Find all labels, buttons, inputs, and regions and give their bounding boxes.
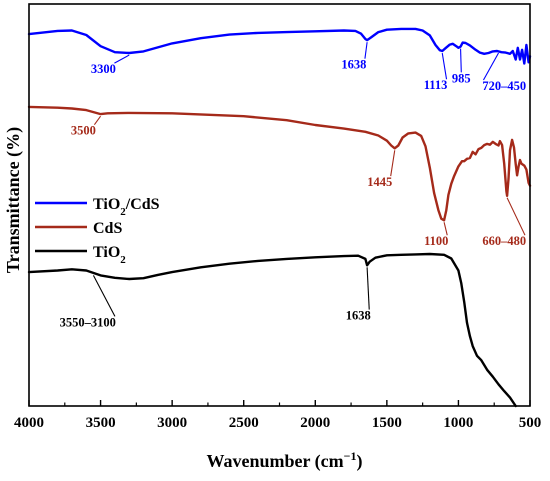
annotation-label-3: 985: [452, 71, 471, 85]
annotation-label-7: 1100: [424, 234, 448, 248]
annotation-label-0: 3300: [91, 62, 116, 76]
annotation-label-5: 3500: [71, 124, 96, 138]
legend: TiO2/CdS CdS TiO2: [35, 196, 160, 266]
annotation-label-8: 660–480: [482, 234, 526, 248]
annotation-leader-10: [366, 267, 370, 310]
x-tick-label-2: 3000: [157, 415, 187, 431]
annotation-leader-8: [506, 197, 526, 236]
annotation-leader-3: [460, 48, 462, 73]
x-tick-label-3: 2500: [229, 415, 259, 431]
y-axis-title: Transmittance (%): [3, 127, 24, 273]
series-line-2: [27, 252, 517, 408]
annotation-leader-5: [93, 115, 102, 125]
annotation-label-10: 1638: [346, 309, 371, 323]
x-axis-title: Wavenumber (cm−1): [207, 449, 363, 472]
series-line-0: [27, 27, 532, 65]
x-axis-ticks: 4000 3500 3000 2500 2000 1500 1000 500: [14, 400, 541, 431]
annotation-label-2: 1113: [424, 78, 448, 92]
annotation-leader-1: [364, 42, 368, 59]
x-tick-label-7: 500: [519, 415, 542, 431]
legend-label-2: TiO2: [93, 244, 126, 266]
annotation-label-6: 1445: [367, 175, 392, 189]
annotation-leader-9: [92, 275, 116, 317]
annotations-layer: 3300 1638 1113 985 720–450 3500 1445 1100 660–48…: [60, 42, 526, 329]
series-layer: [27, 27, 532, 408]
legend-label-1: CdS: [93, 220, 122, 237]
series-line-1: [27, 105, 532, 222]
x-tick-label-6: 1000: [443, 415, 473, 431]
annotation-leader-6: [390, 150, 396, 177]
legend-label-0: TiO2/CdS: [93, 196, 160, 218]
annotation-label-4: 720–450: [482, 79, 526, 93]
annotation-leader-0: [114, 54, 130, 64]
x-tick-label-5: 1500: [372, 415, 402, 431]
x-tick-label-0: 4000: [14, 415, 44, 431]
annotation-label-9: 3550–3100: [60, 315, 116, 329]
annotation-leader-7: [443, 222, 448, 236]
annotation-leader-2: [441, 52, 448, 80]
annotation-leader-4: [483, 52, 499, 81]
x-tick-label-4: 2000: [300, 415, 330, 431]
x-tick-label-1: 3500: [86, 415, 116, 431]
annotation-label-1: 1638: [341, 58, 366, 72]
